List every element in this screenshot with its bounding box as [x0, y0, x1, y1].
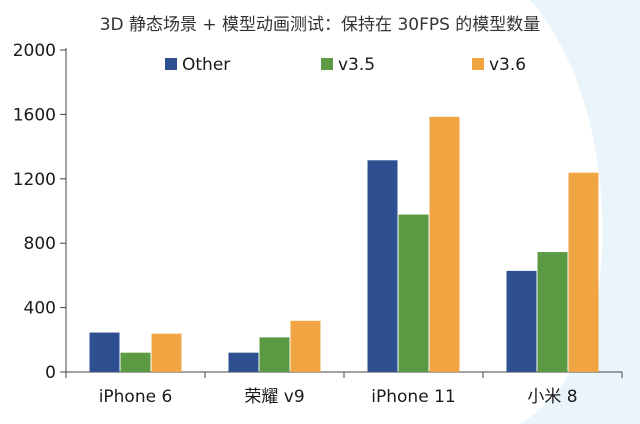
- legend-swatch: [165, 58, 177, 70]
- bar-v3-5: [259, 337, 290, 372]
- x-axis: iPhone 6 荣耀 v9 iPhone 11 小米 8: [65, 371, 623, 407]
- bar-v3-6: [290, 320, 321, 372]
- bars: [89, 116, 599, 372]
- y-tick-label: 1600: [13, 105, 56, 125]
- background-accent-shape: [520, 0, 640, 424]
- y-tick-label: 1200: [13, 170, 56, 190]
- legend-label: v3.5: [338, 55, 375, 75]
- legend-swatch: [472, 58, 484, 70]
- legend-swatch: [321, 58, 333, 70]
- legend-label: Other: [182, 55, 230, 75]
- y-axis: 0 400 800 1200 1600 2000: [13, 41, 67, 383]
- bar-v3-6: [568, 172, 599, 372]
- legend: Other v3.5 v3.6: [165, 55, 526, 75]
- bar-other: [89, 332, 120, 372]
- bar-v3-5: [537, 252, 568, 372]
- x-category-label: 小米 8: [527, 387, 577, 407]
- bar-other: [506, 270, 537, 372]
- legend-label: v3.6: [489, 55, 526, 75]
- bar-other: [228, 352, 259, 372]
- bar-other: [367, 160, 398, 372]
- y-tick-label: 400: [24, 299, 56, 319]
- bar-v3-5: [120, 352, 151, 372]
- y-tick-label: 2000: [13, 41, 56, 61]
- chart-title: 3D 静态场景 + 模型动画测试：保持在 30FPS 的模型数量: [100, 15, 541, 35]
- bar-v3-5: [398, 214, 429, 372]
- x-category-label: iPhone 6: [99, 387, 173, 407]
- bar-v3-6: [151, 333, 182, 372]
- x-category-label: 荣耀 v9: [244, 387, 304, 407]
- y-tick-label: 800: [24, 234, 56, 254]
- x-category-label: iPhone 11: [371, 387, 455, 407]
- bar-v3-6: [429, 116, 460, 372]
- y-tick-label: 0: [45, 363, 56, 383]
